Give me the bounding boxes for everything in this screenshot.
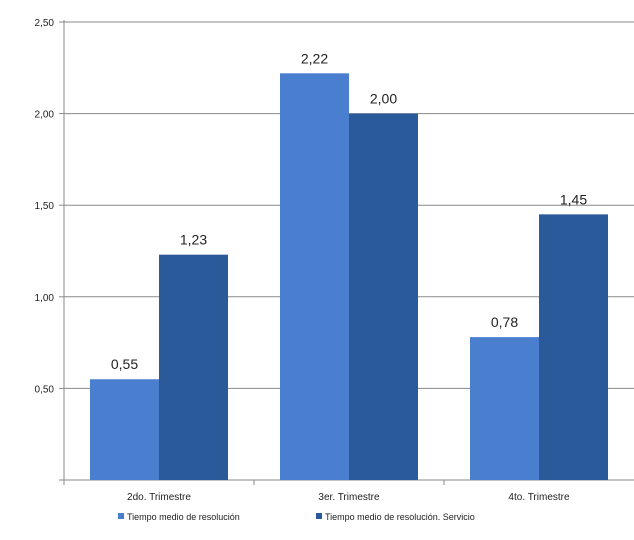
- y-tick-label: 2,00: [35, 110, 55, 121]
- legend-swatch: [118, 513, 124, 519]
- data-label: 2,22: [301, 50, 328, 66]
- data-label: 0,78: [491, 314, 518, 330]
- legend-label: Tiempo medio de resolución. Servicio: [325, 512, 475, 522]
- data-label: 1,23: [180, 232, 207, 248]
- y-tick-label: 1,50: [35, 201, 55, 212]
- bar: [90, 379, 159, 480]
- y-tick-label: 2,50: [35, 18, 55, 29]
- bar: [159, 254, 228, 480]
- data-label: 1,45: [560, 191, 587, 207]
- data-labels: 0,55 1,23 2,22 2,00 0,78 1,45: [111, 50, 587, 372]
- legend: Tiempo medio de resolución Tiempo medio d…: [118, 512, 475, 522]
- bar: [470, 337, 539, 480]
- x-category-label: 2do. Trimestre: [127, 492, 191, 503]
- data-label: 2,00: [370, 91, 397, 107]
- y-tick-label: 1,00: [35, 293, 55, 304]
- data-label: 0,55: [111, 356, 138, 372]
- x-category-label: 3er. Trimestre: [318, 492, 380, 503]
- bars: [90, 73, 608, 481]
- bar: [280, 73, 349, 481]
- bar: [349, 113, 418, 480]
- y-tick-label: 0,50: [35, 384, 55, 395]
- bar: [539, 214, 608, 481]
- legend-swatch: [316, 513, 322, 519]
- legend-label: Tiempo medio de resolución: [127, 512, 240, 522]
- x-axis: 2do. Trimestre 3er. Trimestre 4to. Trimest…: [127, 492, 570, 503]
- x-category-label: 4to. Trimestre: [508, 492, 570, 503]
